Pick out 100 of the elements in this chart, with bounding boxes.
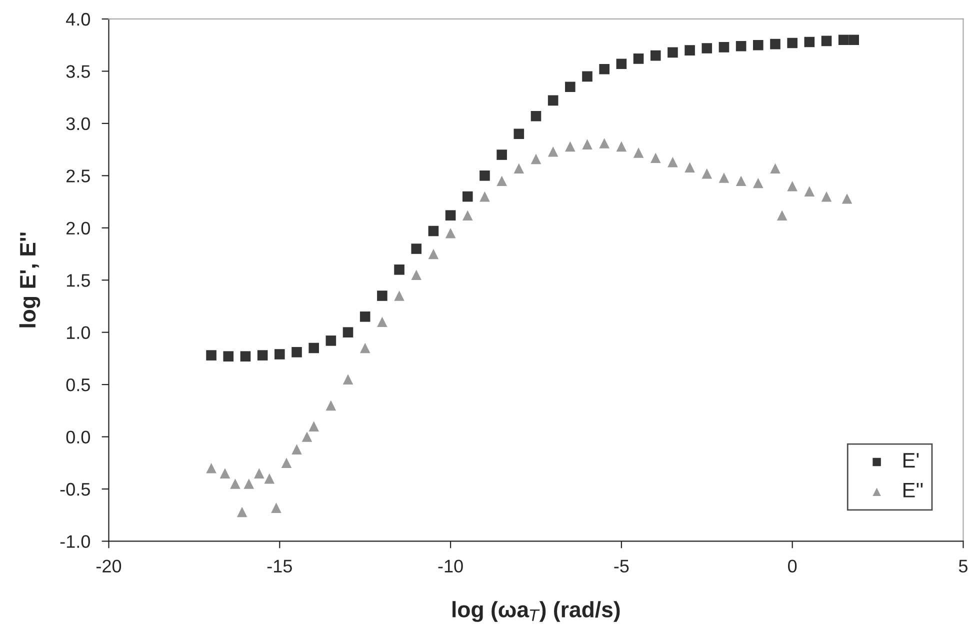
point xyxy=(753,178,764,188)
point xyxy=(821,36,832,46)
point xyxy=(342,327,354,338)
point xyxy=(281,458,292,468)
y-tick-label: 4.0 xyxy=(66,12,90,26)
legend-label: E'' xyxy=(904,482,923,498)
y-tick-label: 0.0 xyxy=(66,430,90,444)
y-axis-title: log E', E'' xyxy=(19,232,40,328)
point xyxy=(599,64,610,74)
point xyxy=(736,176,746,186)
point xyxy=(582,139,592,150)
point xyxy=(326,336,336,346)
point xyxy=(582,71,592,82)
point xyxy=(633,54,644,64)
point xyxy=(244,478,254,489)
point xyxy=(428,226,439,236)
point xyxy=(220,468,230,478)
point xyxy=(480,170,490,181)
legend-label: E' xyxy=(904,453,919,468)
point xyxy=(668,156,678,168)
point xyxy=(530,110,542,122)
point xyxy=(271,502,282,513)
point xyxy=(257,350,268,360)
point xyxy=(736,40,746,52)
point xyxy=(753,40,764,50)
x-tick-label: 0 xyxy=(788,560,797,573)
point xyxy=(548,95,558,106)
point xyxy=(496,176,507,186)
point xyxy=(842,193,852,204)
point xyxy=(616,141,627,152)
point xyxy=(565,82,576,92)
point xyxy=(428,248,439,260)
point xyxy=(565,141,576,152)
point xyxy=(377,290,388,301)
point xyxy=(684,162,695,172)
point xyxy=(308,421,319,432)
point xyxy=(274,349,285,360)
y-tick-label: 3.0 xyxy=(66,117,90,130)
point xyxy=(848,34,860,46)
point xyxy=(236,506,248,518)
point xyxy=(254,468,264,478)
point xyxy=(496,150,507,160)
point xyxy=(787,180,798,192)
point xyxy=(684,45,695,56)
point xyxy=(650,50,661,61)
x-tick-label: -5 xyxy=(614,560,629,573)
point xyxy=(377,316,388,328)
point xyxy=(292,347,302,358)
point xyxy=(240,351,251,362)
point xyxy=(360,342,370,354)
x-tick-label: 5 xyxy=(958,560,968,573)
y-tick-label: 1.5 xyxy=(66,274,90,287)
x-tick-label: -20 xyxy=(96,560,122,573)
x-tick-label: -15 xyxy=(267,560,292,573)
point xyxy=(302,432,312,442)
point xyxy=(264,473,275,484)
point xyxy=(411,270,422,280)
point xyxy=(480,191,490,202)
point xyxy=(462,191,473,202)
point xyxy=(804,186,815,196)
y-tick-label: 2.5 xyxy=(66,170,90,182)
point xyxy=(650,152,661,164)
y-tick-label: -1.0 xyxy=(60,535,90,548)
x-tick-label: -10 xyxy=(438,560,463,573)
x-axis-title: log (ωa$_{T}$) (rad/s) xyxy=(452,601,620,622)
point xyxy=(770,163,780,174)
point xyxy=(668,47,678,58)
point xyxy=(411,244,422,254)
point xyxy=(514,163,524,174)
point xyxy=(514,128,524,140)
point xyxy=(394,290,404,301)
point xyxy=(821,191,832,202)
point xyxy=(445,228,456,238)
point xyxy=(308,342,319,354)
y-tick-label: 2.0 xyxy=(66,222,90,235)
point xyxy=(776,210,788,220)
point xyxy=(770,38,780,50)
point xyxy=(718,172,730,183)
point xyxy=(718,42,730,52)
point xyxy=(206,350,216,360)
point xyxy=(342,374,354,384)
point xyxy=(230,478,240,489)
point xyxy=(616,58,627,70)
point xyxy=(462,210,473,220)
point xyxy=(804,36,815,48)
y-tick-label: 1.0 xyxy=(66,326,90,340)
y-tick-label: -0.5 xyxy=(60,482,90,496)
point xyxy=(702,168,712,179)
point xyxy=(838,34,849,46)
point xyxy=(787,38,798,48)
point xyxy=(530,154,542,164)
point xyxy=(326,400,336,411)
y-tick-label: 3.5 xyxy=(66,65,90,78)
point xyxy=(702,43,712,54)
point xyxy=(292,444,302,454)
point xyxy=(206,462,216,474)
point xyxy=(360,312,370,322)
point xyxy=(548,146,558,157)
point xyxy=(394,264,404,275)
y-tick-label: 0.5 xyxy=(66,378,90,392)
